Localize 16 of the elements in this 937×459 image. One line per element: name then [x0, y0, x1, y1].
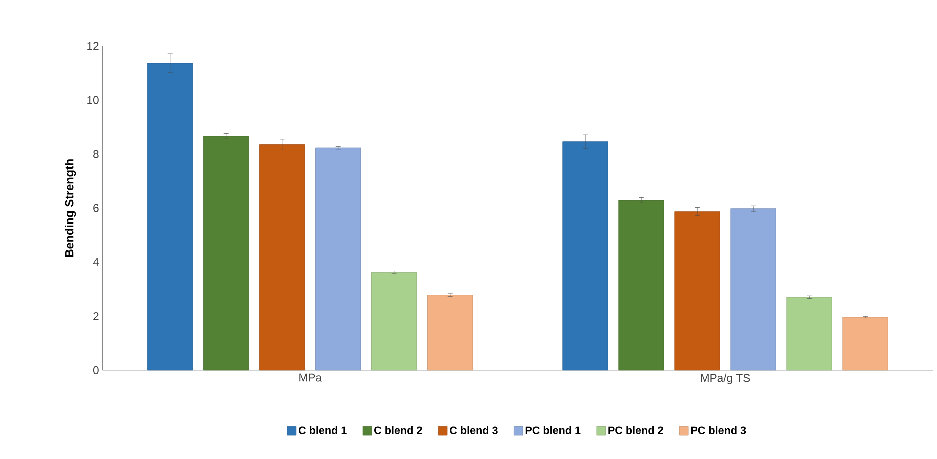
legend-label: C blend 1	[298, 426, 347, 434]
y-tick-label: 8	[94, 150, 99, 158]
legend-label: PC blend 2	[608, 426, 664, 434]
y-tick-label: 2	[94, 312, 99, 320]
legend-label: C blend 3	[450, 426, 498, 434]
x-tick-label: MPa	[300, 374, 322, 382]
y-tick-label: 12	[88, 42, 99, 50]
y-tick-label: 10	[88, 96, 99, 104]
y-axis-title: Bending Strength	[65, 160, 76, 258]
legend-label: C blend 2	[374, 426, 422, 434]
y-tick-label: 4	[93, 258, 100, 266]
y-tick-label: 6	[94, 204, 99, 212]
legend-label: PC blend 1	[526, 426, 581, 434]
y-tick-label: 0	[93, 366, 99, 374]
legend-label: PC blend 3	[691, 426, 746, 434]
x-tick-label: MPa/g TS	[701, 374, 750, 384]
